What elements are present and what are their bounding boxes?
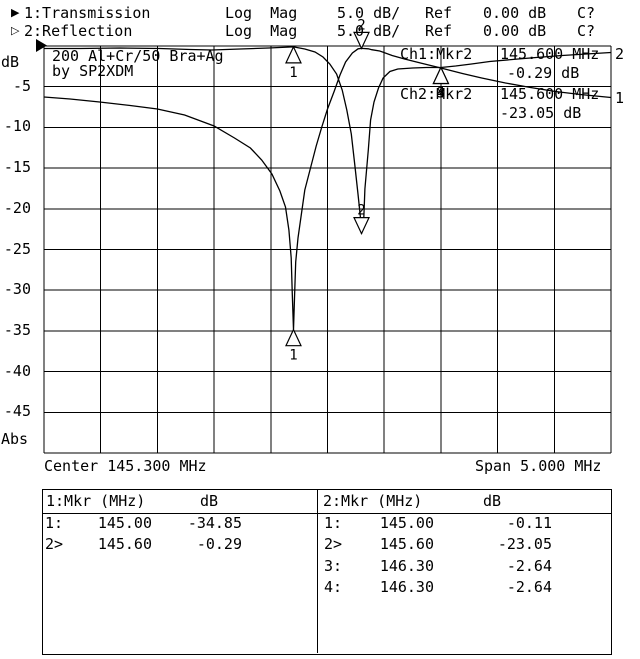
trace-1-transmission: [43, 47, 612, 330]
marker-3-label: 3: [437, 85, 445, 101]
marker-table-box: [42, 489, 612, 655]
y-tick-label: -35: [3, 321, 31, 339]
channel1-ref-value: 0.00 dB: [483, 4, 547, 22]
active-channel-indicator-icon: ▶: [11, 6, 20, 19]
marker-2-triangle-icon: [353, 217, 370, 236]
marker-table-header-separator: [42, 513, 611, 514]
marker-1-label: 1: [289, 348, 297, 364]
channel2-format: Log Mag: [225, 22, 298, 40]
y-axis-unit-label: dB: [1, 53, 20, 71]
ch1-marker-readout-label: Ch1:Mkr2: [400, 45, 473, 63]
trace2-end-indicator: 2: [615, 45, 625, 63]
marker-1-triangle-icon: [285, 45, 302, 64]
marker-row-db-value: -23.05: [497, 535, 552, 553]
marker-4-label: 4: [437, 85, 445, 101]
marker-table2-unit: dB: [483, 492, 502, 510]
marker-row-index: 3:: [324, 557, 343, 575]
marker-row-frequency: 145.00: [379, 514, 434, 532]
channel2-scale: 5.0 dB/: [337, 22, 401, 40]
ch1-marker-readout-freq: 145.600 MHz: [500, 45, 600, 63]
channel1-scale: 5.0 dB/: [337, 4, 401, 22]
annotation-line1: 200 Al+Cr/50 Bra+Ag: [52, 47, 224, 65]
marker-2-label: 2: [357, 203, 365, 219]
annotation-line2: by SP2XDM: [52, 62, 134, 80]
y-tick-label: -30: [3, 280, 31, 298]
y-tick-label: -20: [3, 199, 31, 217]
marker-row-db-value: -2.64: [506, 557, 552, 575]
y-tick-label: -40: [3, 362, 31, 380]
reference-level-marker-icon: [36, 39, 47, 52]
marker-row-frequency: 146.30: [379, 557, 434, 575]
ch2-marker-readout-label: Ch2:Mkr2: [400, 85, 473, 103]
trace1-end-indicator: 1: [615, 89, 625, 107]
marker-2-triangle-icon: [353, 31, 370, 50]
y-tick-label: -25: [3, 240, 31, 258]
ch2-marker-readout-value: -23.05 dB: [500, 104, 582, 122]
marker-row-frequency: 146.30: [379, 578, 434, 596]
marker-row-db-value: -34.85: [187, 514, 242, 532]
marker-table1-title: 1:Mkr (MHz): [46, 492, 146, 510]
marker-row-frequency: 145.60: [379, 535, 434, 553]
channel1-cal-status: C?: [577, 4, 596, 22]
y-tick-label: -5: [12, 77, 31, 95]
marker-table1-unit: dB: [200, 492, 219, 510]
marker-row-index: 4:: [324, 578, 343, 596]
channel2-ref-label: Ref: [425, 22, 453, 40]
x-axis-span-label: Span 5.000 MHz: [475, 457, 602, 475]
marker-row-db-value: -2.64: [506, 578, 552, 596]
marker-row-index: 1:: [324, 514, 343, 532]
channel2-cal-status: C?: [577, 22, 596, 40]
channel1-ref-label: Ref: [425, 4, 453, 22]
marker-row-frequency: 145.00: [97, 514, 152, 532]
marker-1-triangle-icon: [285, 328, 302, 347]
channel2-measurement-label: 2:Reflection: [24, 22, 133, 40]
y-tick-label: -10: [3, 117, 31, 135]
ch1-marker-readout-value: -0.29 dB: [507, 64, 580, 82]
marker-1-label: 1: [289, 65, 297, 81]
x-axis-center-label: Center 145.300 MHz: [44, 457, 207, 475]
channel1-format: Log Mag: [225, 4, 298, 22]
marker-2-label: 2: [357, 17, 365, 33]
marker-row-frequency: 145.60: [97, 535, 152, 553]
channel2-ref-value: 0.00 dB: [483, 22, 547, 40]
marker-row-index: 2>: [45, 535, 64, 553]
marker-row-db-value: -0.11: [506, 514, 552, 532]
y-tick-label: -15: [3, 158, 31, 176]
inactive-channel-indicator-icon: ▷: [11, 24, 20, 37]
y-axis-bottom-label: Abs: [1, 430, 29, 448]
ch2-marker-readout-freq: 145.600 MHz: [500, 85, 600, 103]
channel1-measurement-label: 1:Transmission: [24, 4, 151, 22]
marker-row-db-value: -0.29: [196, 535, 242, 553]
marker-table2-title: 2:Mkr (MHz): [323, 492, 423, 510]
marker-table-divider: [317, 489, 318, 653]
y-tick-label: -45: [3, 402, 31, 420]
marker-row-index: 1:: [45, 514, 64, 532]
marker-4-triangle-icon: [432, 66, 450, 85]
marker-row-index: 2>: [324, 535, 343, 553]
